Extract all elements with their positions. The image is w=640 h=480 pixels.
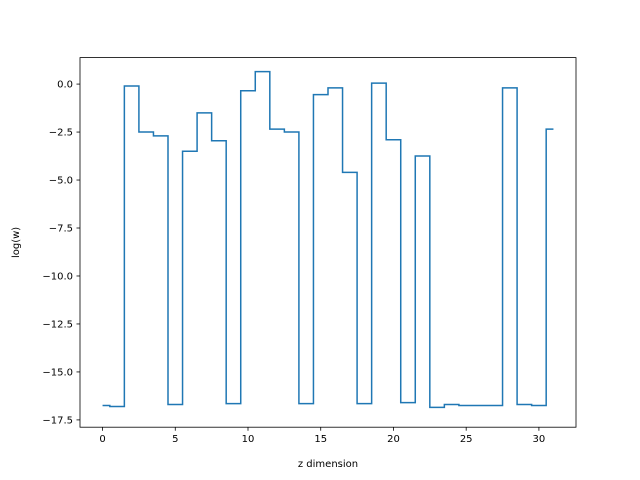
x-tick-label: 25 [460,434,473,445]
x-tick-label: 20 [387,434,400,445]
y-tick-label: −2.5 [49,128,73,139]
x-axis-ticks: 0 5 10 15 20 25 30 [99,427,545,445]
x-tick-label: 10 [242,434,255,445]
y-axis-ticks: 0.0 −2.5 −5.0 −7.5 −10.0 −12.5 −15.0 −17.5 [42,80,80,426]
x-tick-label: 5 [172,434,178,445]
series-line [102,70,554,409]
y-tick-label: −7.5 [49,224,73,235]
y-tick-label: −12.5 [42,319,73,330]
y-axis-label: log(w) [11,227,22,258]
axes-frame [79,57,577,428]
x-axis-label: z dimension [298,459,358,470]
y-tick-label: −15.0 [42,367,73,378]
y-tick-label: −10.0 [42,271,73,282]
y-tick-label: −17.5 [42,415,73,426]
plot-area [102,70,554,409]
y-tick-label: 0.0 [57,80,73,91]
x-tick-label: 15 [314,434,327,445]
x-tick-label: 30 [533,434,546,445]
x-tick-label: 0 [99,434,105,445]
y-tick-label: −5.0 [49,176,73,187]
